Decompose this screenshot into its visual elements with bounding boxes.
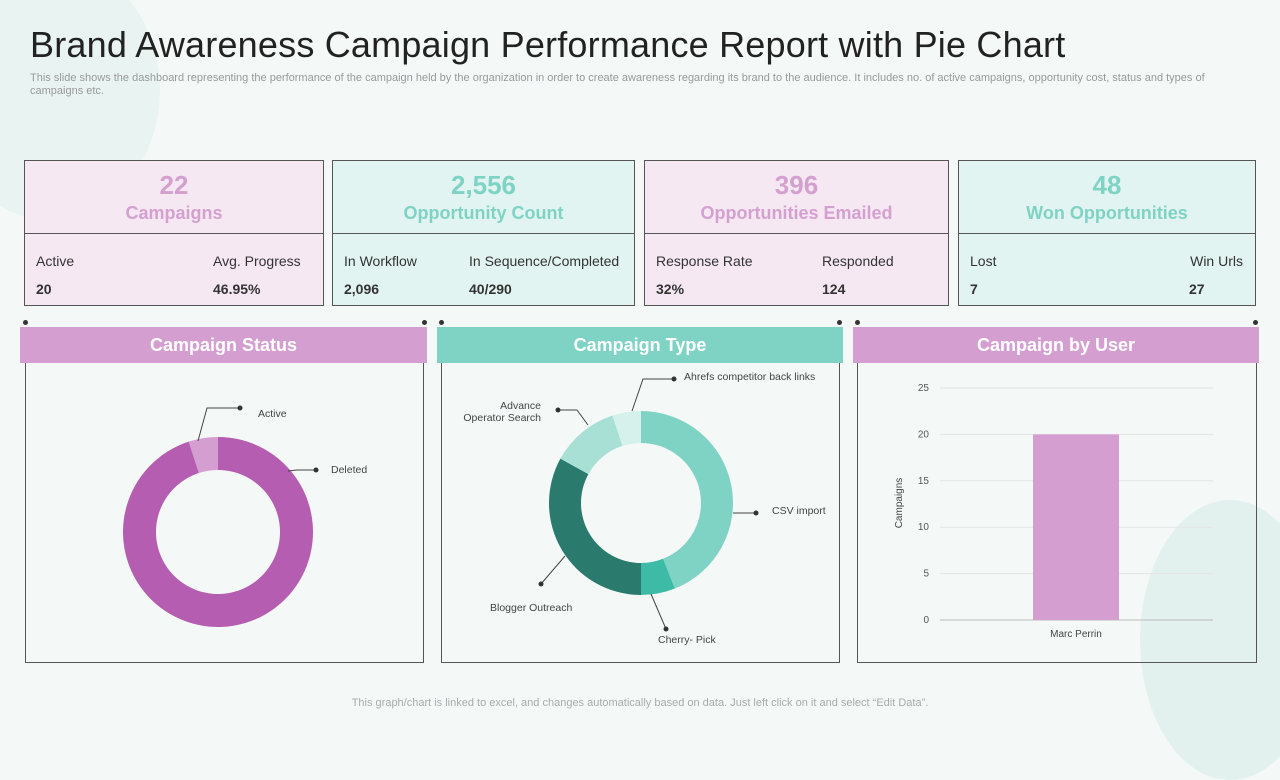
panel-campaign-status [25, 363, 424, 663]
slice-label: CSV import [772, 505, 826, 517]
footer-note: This graph/chart is linked to excel, and… [351, 697, 929, 709]
left-value: 7 [970, 281, 978, 297]
y-axis-label: Campaigns [894, 478, 905, 529]
leader-line [650, 593, 667, 630]
slice-label: Cherry- Pick [658, 634, 717, 646]
left-value: 20 [36, 281, 52, 297]
panel-campaign-by-user [857, 363, 1257, 663]
left-value: 32% [656, 281, 685, 297]
left-label: Lost [970, 253, 997, 269]
slice-label: Advance [500, 400, 541, 412]
slice-active[interactable] [188, 437, 218, 474]
y-tick-label: 0 [923, 615, 929, 626]
y-tick-label: 25 [918, 383, 930, 394]
slice-cherry-pick[interactable] [641, 558, 675, 595]
leader-dot [538, 581, 544, 587]
slice-label: Blogger Outreach [490, 602, 572, 614]
left-value: 2,096 [344, 281, 380, 297]
right-label: In Sequence/Completed [469, 253, 620, 269]
leader-dot [663, 626, 669, 632]
slice-deleted[interactable] [122, 437, 313, 628]
left-label: In Workflow [344, 253, 417, 269]
charts-layer: Active Deleted CSV import Cherry- Pick Blogg… [122, 371, 1213, 646]
slice-label: Deleted [331, 464, 367, 476]
kpi-value: 2,556 [450, 170, 517, 200]
slice-label: Ahrefs competitor back links [684, 371, 815, 383]
leader-line [558, 409, 589, 426]
page-subtitle: This slide shows the dashboard represent… [30, 72, 1205, 97]
panel-header-campaign-status: Campaign Status [20, 327, 427, 363]
leader-dot [237, 405, 243, 411]
kpi-card: 2,556 Opportunity Count In Workflow 2,096 … [332, 160, 635, 306]
leader-line [540, 555, 566, 585]
slice-label: Operator Search [463, 412, 541, 424]
slice-advance-operator-search[interactable] [560, 415, 623, 475]
panel-campaign-type [441, 363, 840, 663]
kpi-value: 22 [159, 170, 189, 200]
right-value: 27 [1189, 281, 1205, 297]
slice-ahrefs-competitor-back-links[interactable] [612, 411, 641, 446]
slice-csv-import[interactable] [641, 411, 733, 589]
kpi-card: 48 Won Opportunities Lost 7 Win Urls 27 [958, 160, 1256, 306]
kpi-card: 22 Campaigns Active 20 Avg. Progress 46.95% [24, 160, 324, 306]
right-value: 40/290 [469, 281, 512, 297]
page-title: Brand Awareness Campaign Performance Rep… [30, 24, 1066, 65]
kpi-label: Opportunities Emailed [700, 203, 893, 223]
right-label: Win Urls [1190, 253, 1243, 269]
leader-dot [313, 467, 319, 473]
kpi-label: Campaigns [125, 203, 223, 223]
slice-label: Active [258, 408, 287, 420]
x-tick-label: Marc Perrin [1050, 629, 1102, 640]
kpi-label: Won Opportunities [1026, 203, 1188, 223]
leader-line [631, 378, 674, 412]
leader-dot [555, 407, 561, 413]
right-value: 124 [822, 281, 846, 297]
right-label: Responded [822, 253, 894, 269]
panel-header-campaign-by-user: Campaign by User [853, 327, 1259, 363]
slice-blogger-outreach[interactable] [548, 458, 641, 595]
kpi-label: Opportunity Count [403, 203, 564, 223]
panel-header-campaign-type: Campaign Type [437, 327, 843, 363]
right-value: 46.95% [213, 281, 261, 297]
leader-dot [671, 376, 677, 382]
y-tick-label: 10 [918, 522, 930, 533]
leader-dot [753, 510, 759, 516]
leader-line [197, 407, 240, 442]
left-label: Response Rate [656, 253, 753, 269]
right-label: Avg. Progress [213, 253, 301, 269]
kpi-value: 396 [774, 170, 819, 200]
y-tick-label: 15 [918, 476, 930, 487]
left-label: Active [36, 253, 75, 269]
leader-line [287, 469, 316, 472]
y-tick-label: 5 [923, 569, 929, 580]
y-tick-label: 20 [918, 429, 930, 440]
bar-marc-perrin[interactable] [1033, 434, 1119, 620]
kpi-value: 48 [1092, 170, 1122, 200]
kpi-card: 396 Opportunities Emailed Response Rate 32… [644, 160, 949, 306]
